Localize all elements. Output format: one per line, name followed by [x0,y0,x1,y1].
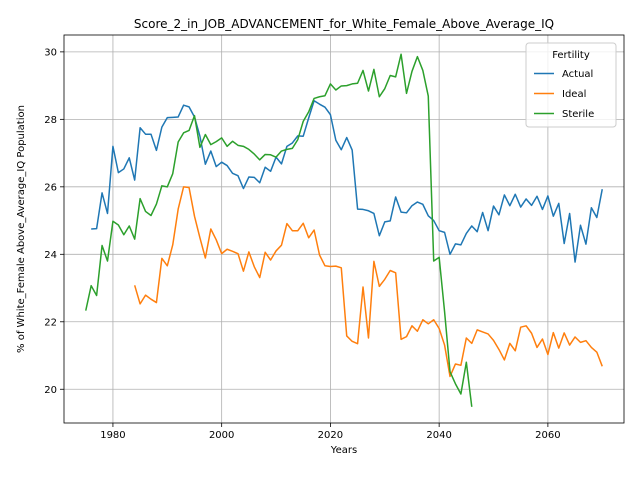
x-axis-label: Years [330,445,357,456]
y-tick-label: 30 [44,47,57,58]
x-tick-label: 2000 [209,430,234,441]
y-tick-label: 22 [44,317,57,328]
series-lines [85,53,603,407]
legend-label-ideal: Ideal [562,89,586,100]
x-axis-ticks: 1980 2000 2020 2040 2060 [100,423,561,441]
x-tick-label: 2060 [535,430,560,441]
y-tick-label: 24 [44,250,57,261]
plot-frame [63,34,625,424]
y-tick-label: 20 [44,385,57,396]
series-line-actual [91,100,603,263]
legend-label-actual: Actual [562,69,593,80]
x-tick-label: 2020 [318,430,343,441]
series-line-sterile [85,53,473,407]
x-tick-label: 1980 [100,430,125,441]
series-line-ideal [133,186,603,378]
x-tick-label: 2040 [426,430,451,441]
y-axis-ticks: 20 22 24 26 28 30 [44,47,64,396]
legend-box [525,42,617,128]
legend-title: Fertility [552,50,590,61]
y-tick-label: 28 [44,115,57,126]
legend-entries: Actual Ideal Sterile [534,69,594,120]
y-tick-label: 26 [44,182,57,193]
legend-label-sterile: Sterile [562,109,594,120]
legend: Fertility Actual Ideal Sterile [525,42,617,128]
chart-title: Score_2_in_JOB_ADVANCEMENT_for_White_Fem… [134,17,554,31]
y-axis-label: % of White_Female Above_Average_IQ Popul… [16,105,27,353]
